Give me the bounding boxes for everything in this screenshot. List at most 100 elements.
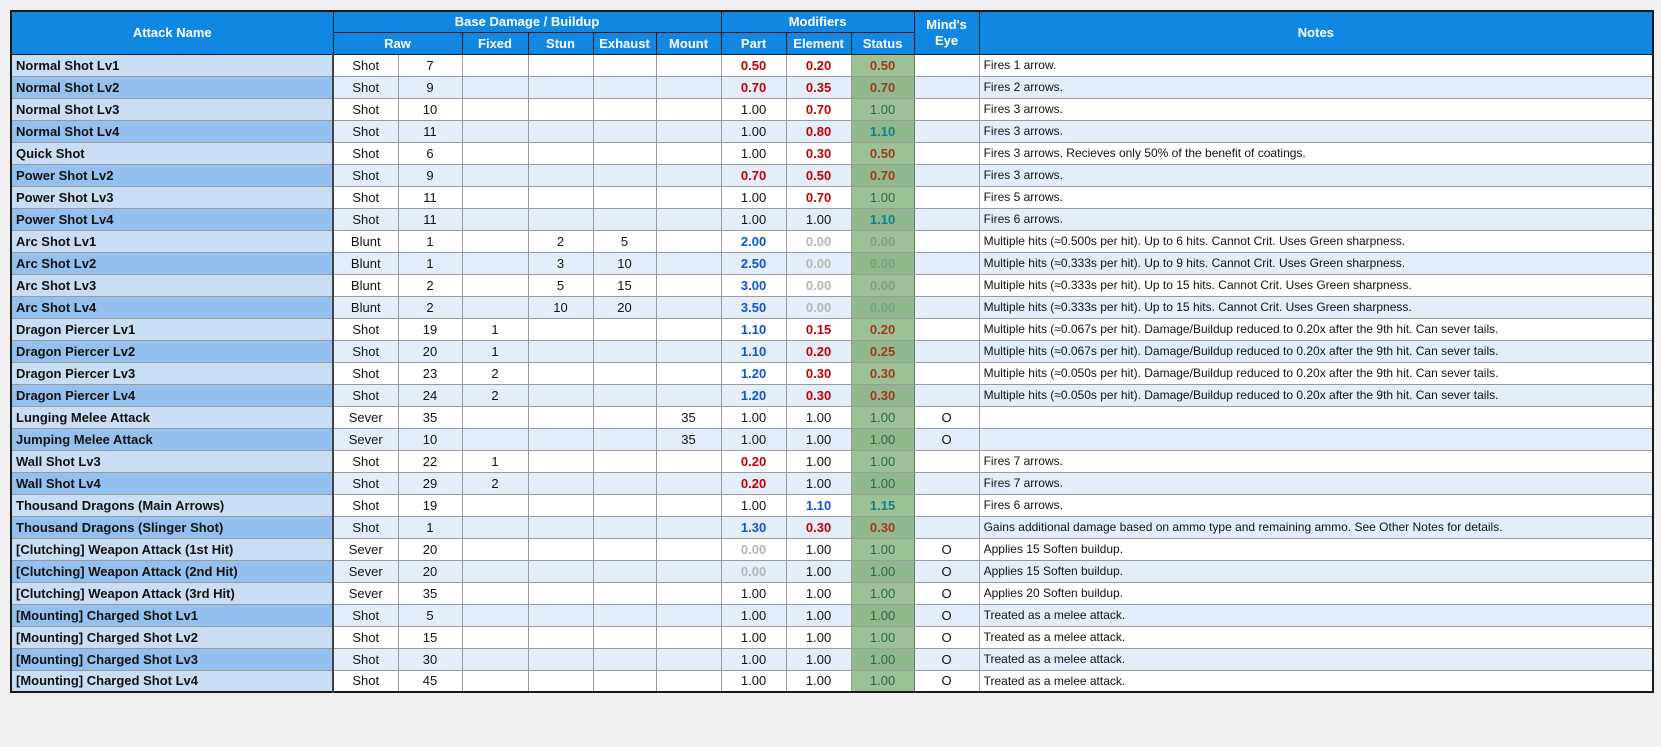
attack-name-cell: [Mounting] Charged Shot Lv4 <box>10 669 334 693</box>
fixed-cell <box>461 141 529 165</box>
mount-cell <box>655 537 722 561</box>
exhaust-cell <box>592 97 657 121</box>
exhaust-cell: 15 <box>592 273 657 297</box>
raw-cell: 30 <box>397 647 463 671</box>
attack-name-cell: Quick Shot <box>10 141 334 165</box>
notes-cell: Fires 5 arrows. <box>978 185 1654 209</box>
type-cell: Shot <box>332 141 399 165</box>
eye-cell: O <box>913 427 980 451</box>
table-row: [Mounting] Charged Shot Lv3 Shot 30 1.00 1.0… <box>10 647 1654 671</box>
attack-name-cell: Thousand Dragons (Main Arrows) <box>10 493 334 517</box>
header-raw: Raw <box>332 31 463 55</box>
table-row: Dragon Piercer Lv3 Shot 23 2 1.20 0.30 0.30 Mul… <box>10 361 1654 385</box>
mount-cell <box>655 317 722 341</box>
header-base-damage-buildup: Base Damage / Buildup <box>332 10 722 33</box>
eye-cell <box>913 449 980 473</box>
status-cell: 1.00 <box>850 603 915 627</box>
eye-cell <box>913 273 980 297</box>
stun-cell <box>527 493 594 517</box>
header-status: Status <box>850 31 915 55</box>
part-cell: 0.50 <box>720 53 787 77</box>
eye-cell: O <box>913 537 980 561</box>
part-cell: 1.00 <box>720 405 787 429</box>
part-cell: 0.20 <box>720 471 787 495</box>
attack-name-cell: Lunging Melee Attack <box>10 405 334 429</box>
exhaust-cell: 5 <box>592 229 657 253</box>
part-cell: 1.00 <box>720 119 787 143</box>
raw-cell: 22 <box>397 449 463 473</box>
eye-cell <box>913 207 980 231</box>
stun-cell <box>527 449 594 473</box>
table-row: Arc Shot Lv4 Blunt 2 10 20 3.50 0.00 0.00 Multip… <box>10 295 1654 319</box>
stun-cell <box>527 361 594 385</box>
status-cell: 0.25 <box>850 339 915 363</box>
table-row: Quick Shot Shot 6 1.00 0.30 0.50 Fires 3 arrow… <box>10 141 1654 165</box>
element-cell: 0.35 <box>785 75 852 99</box>
status-cell: 1.15 <box>850 493 915 517</box>
fixed-cell <box>461 559 529 583</box>
mount-cell <box>655 119 722 143</box>
notes-cell: Multiple hits (≈0.050s per hit). Damage/… <box>978 361 1654 385</box>
mount-cell <box>655 229 722 253</box>
status-cell: 1.00 <box>850 185 915 209</box>
raw-cell: 19 <box>397 317 463 341</box>
table-row: Jumping Melee Attack Sever 10 35 1.00 1.00 1.0… <box>10 427 1654 451</box>
type-cell: Shot <box>332 361 399 385</box>
stun-cell <box>527 53 594 77</box>
raw-cell: 2 <box>397 273 463 297</box>
notes-cell: Multiple hits (≈0.333s per hit). Up to 1… <box>978 273 1654 297</box>
type-cell: Sever <box>332 537 399 561</box>
raw-cell: 45 <box>397 669 463 693</box>
eye-cell <box>913 97 980 121</box>
table-row: Lunging Melee Attack Sever 35 35 1.00 1.00 1.0… <box>10 405 1654 429</box>
table-row: [Clutching] Weapon Attack (1st Hit) Sever… <box>10 537 1654 561</box>
fixed-cell: 2 <box>461 361 529 385</box>
exhaust-cell <box>592 207 657 231</box>
part-cell: 1.00 <box>720 603 787 627</box>
table-body: Normal Shot Lv1 Shot 7 0.50 0.20 0.50 Fires 1 … <box>10 53 1654 693</box>
exhaust-cell <box>592 647 657 671</box>
status-cell: 1.00 <box>850 449 915 473</box>
stun-cell <box>527 669 594 693</box>
eye-cell <box>913 317 980 341</box>
fixed-cell <box>461 251 529 275</box>
element-cell: 1.00 <box>785 405 852 429</box>
table-row: Normal Shot Lv4 Shot 11 1.00 0.80 1.10 Fires 3… <box>10 119 1654 143</box>
eye-cell <box>913 185 980 209</box>
part-cell: 1.30 <box>720 515 787 539</box>
eye-cell <box>913 75 980 99</box>
element-cell: 0.00 <box>785 295 852 319</box>
exhaust-cell <box>592 603 657 627</box>
mount-cell <box>655 97 722 121</box>
type-cell: Shot <box>332 647 399 671</box>
stun-cell <box>527 207 594 231</box>
notes-cell: Treated as a melee attack. <box>978 669 1654 693</box>
mount-cell <box>655 559 722 583</box>
raw-cell: 11 <box>397 185 463 209</box>
type-cell: Shot <box>332 449 399 473</box>
mount-cell <box>655 141 722 165</box>
eye-cell: O <box>913 581 980 605</box>
status-cell: 0.30 <box>850 361 915 385</box>
status-cell: 1.00 <box>850 405 915 429</box>
mount-cell: 35 <box>655 405 722 429</box>
table-row: Wall Shot Lv3 Shot 22 1 0.20 1.00 1.00 Fires 7 … <box>10 449 1654 473</box>
table-row: Arc Shot Lv2 Blunt 1 3 10 2.50 0.00 0.00 Multipl… <box>10 251 1654 275</box>
attack-name-cell: Dragon Piercer Lv3 <box>10 361 334 385</box>
element-cell: 1.00 <box>785 427 852 451</box>
part-cell: 1.10 <box>720 339 787 363</box>
element-cell: 0.00 <box>785 229 852 253</box>
element-cell: 0.80 <box>785 119 852 143</box>
element-cell: 1.00 <box>785 537 852 561</box>
element-cell: 1.10 <box>785 493 852 517</box>
raw-cell: 20 <box>397 559 463 583</box>
exhaust-cell <box>592 471 657 495</box>
stun-cell <box>527 185 594 209</box>
notes-cell: Applies 15 Soften buildup. <box>978 537 1654 561</box>
notes-cell: Fires 7 arrows. <box>978 449 1654 473</box>
exhaust-cell <box>592 185 657 209</box>
raw-cell: 24 <box>397 383 463 407</box>
attack-name-cell: Power Shot Lv3 <box>10 185 334 209</box>
exhaust-cell <box>592 625 657 649</box>
fixed-cell <box>461 185 529 209</box>
